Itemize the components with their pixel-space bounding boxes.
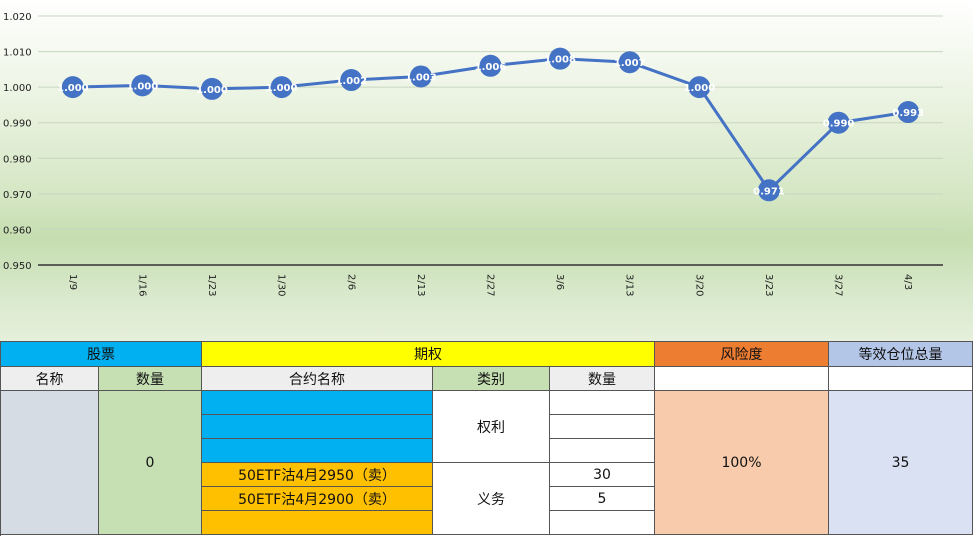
y-tick-label: 0.990 — [3, 119, 32, 130]
col-option-qty: 数量 — [550, 367, 655, 391]
option-qty-row-3[interactable] — [550, 439, 655, 463]
data-label: 0.990 — [823, 119, 855, 130]
data-point — [201, 77, 224, 100]
x-tick-label: 3/13 — [624, 274, 635, 296]
y-tick-label: 0.980 — [3, 154, 32, 165]
header-risk: 风险度 — [655, 342, 829, 367]
option-qty-row-1[interactable] — [550, 391, 655, 415]
y-tick-label: 0.960 — [3, 225, 32, 236]
header-option: 期权 — [202, 342, 655, 367]
data-label: 1.000 — [57, 83, 89, 94]
x-tick-label: 4/3 — [902, 274, 913, 290]
data-point — [61, 76, 84, 99]
contract-row-2[interactable] — [202, 415, 433, 439]
type-obligation-cell: 义务 — [433, 463, 550, 535]
x-tick-label: 3/6 — [554, 274, 565, 290]
contract-row-5[interactable]: 50ETF沽4月2900（卖） — [202, 487, 433, 511]
data-label: 1.000 — [684, 83, 716, 94]
data-label: 1.000 — [196, 85, 228, 96]
data-point — [409, 65, 432, 88]
data-point — [688, 76, 711, 99]
header-stock: 股票 — [1, 342, 202, 367]
data-point — [897, 101, 920, 124]
x-tick-label: 1/16 — [136, 274, 147, 296]
data-point — [270, 76, 293, 99]
stock-name-cell[interactable] — [1, 391, 99, 535]
x-tick-label: 1/9 — [67, 274, 78, 290]
y-tick-label: 1.010 — [3, 48, 32, 59]
data-label: 1.008 — [544, 55, 576, 66]
position-table: 股票 期权 风险度 等效仓位总量 名称 数量 合约名称 类别 数量 0 50ET… — [0, 341, 973, 536]
risk-value-cell: 100% — [655, 391, 829, 535]
data-label: 1.002 — [335, 76, 367, 87]
col-stock-qty: 数量 — [99, 367, 202, 391]
data-label: 0.993 — [892, 108, 924, 119]
x-tick-label: 3/23 — [763, 274, 774, 296]
data-point — [549, 47, 572, 70]
data-point — [340, 69, 363, 92]
contract-row-6[interactable] — [202, 511, 433, 535]
option-qty-row-6[interactable] — [550, 511, 655, 535]
stock-qty-cell[interactable]: 0 — [99, 391, 202, 535]
option-qty-row-5[interactable]: 5 — [550, 487, 655, 511]
contract-row-3[interactable] — [202, 439, 433, 463]
data-point — [131, 74, 154, 97]
data-label: 1.000 — [266, 83, 298, 94]
x-tick-label: 1/30 — [276, 274, 287, 296]
series-line — [72, 57, 909, 193]
data-label: 1.006 — [475, 62, 507, 73]
x-tick-label: 3/20 — [693, 274, 704, 296]
x-tick-label: 2/13 — [415, 274, 426, 296]
equiv-value-cell: 35 — [829, 391, 973, 535]
x-tick-label: 2/27 — [485, 274, 496, 296]
x-tick-label: 2/6 — [345, 274, 356, 290]
type-right-cell: 权利 — [433, 391, 550, 463]
data-point — [757, 179, 780, 202]
col-risk-blank — [655, 367, 829, 391]
x-tick-label: 3/27 — [833, 274, 844, 296]
y-tick-label: 0.970 — [3, 190, 32, 201]
data-point — [618, 51, 641, 74]
chart-area: 0.950 0.960 0.970 0.980 0.990 1.000 1.010 1.020… — [0, 0, 973, 341]
data-point — [479, 54, 502, 77]
y-tick-label: 1.000 — [3, 83, 32, 94]
col-type: 类别 — [433, 367, 550, 391]
col-stock-name: 名称 — [1, 367, 99, 391]
data-point — [827, 111, 850, 134]
col-equiv-blank — [829, 367, 973, 391]
data-label: 1.003 — [405, 72, 437, 83]
header-equiv: 等效仓位总量 — [829, 342, 973, 367]
x-tick-label: 1/23 — [206, 274, 217, 296]
data-label: 1.007 — [614, 58, 646, 69]
y-tick-label: 0.950 — [3, 261, 32, 272]
contract-row-4[interactable]: 50ETF沽4月2950（卖） — [202, 463, 433, 487]
y-tick-label: 1.020 — [3, 12, 32, 23]
data-label: 1.000 — [127, 81, 159, 92]
nav-line-chart: 0.950 0.960 0.970 0.980 0.990 1.000 1.010 1.020… — [3, 12, 943, 296]
col-contract-name: 合约名称 — [202, 367, 433, 391]
contract-row-1[interactable] — [202, 391, 433, 415]
option-qty-row-2[interactable] — [550, 415, 655, 439]
data-label: 0.971 — [753, 186, 785, 197]
option-qty-row-4[interactable]: 30 — [550, 463, 655, 487]
